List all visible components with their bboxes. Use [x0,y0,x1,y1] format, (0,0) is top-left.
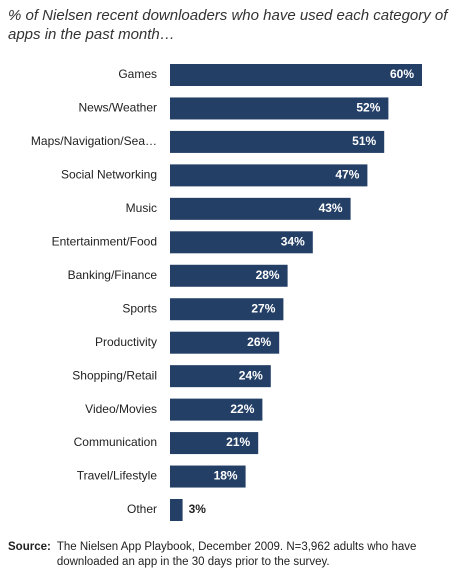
y-tick-label: Sports [122,301,157,315]
value-label: 18% [214,469,238,483]
bar [170,264,288,287]
y-tick-label: Entertainment/Food [52,234,157,248]
chart: Games 60% News/Weather 52% Maps/Navigation/S… [31,64,422,521]
value-label: 28% [256,268,280,282]
bar [170,331,280,354]
y-tick-label: Shopping/Retail [72,368,157,382]
bar [170,465,246,488]
value-label: 51% [352,134,376,148]
y-tick-label: Video/Movies [85,402,157,416]
value-label: 21% [226,435,250,449]
value-label: 27% [251,301,275,315]
y-tick-label: Other [127,502,157,516]
value-label: 22% [230,402,254,416]
source-text: The Nielsen App Playbook, December 2009.… [56,541,417,568]
bar [170,365,271,388]
source-note: Source: The Nielsen App Playbook, Decemb… [8,540,463,570]
y-tick-label: News/Weather [79,101,157,115]
bar [170,164,368,187]
y-tick-label: Communication [74,435,157,449]
value-label: 34% [281,234,305,248]
bar [170,298,284,321]
value-label: 52% [356,101,380,115]
y-tick-label: Music [126,201,157,215]
y-tick-label: Productivity [95,335,157,349]
value-label: 24% [239,368,263,382]
chart-title: % of Nielsen recent downloaders who have… [8,7,448,43]
y-tick-label: Banking/Finance [68,268,158,282]
value-label: 43% [319,201,343,215]
bar [170,231,313,254]
value-label: 47% [335,168,359,182]
bar [170,97,389,120]
bar [170,64,422,86]
bar [170,398,263,421]
source-label: Source: [8,541,51,553]
bar [170,197,351,220]
y-tick-label: Games [118,67,157,81]
value-label: 26% [247,335,271,349]
value-label: 60% [390,67,414,81]
y-tick-label: Maps/Navigation/Sea… [31,134,157,148]
y-tick-label: Travel/Lifestyle [77,469,158,483]
value-label: 3% [189,502,207,516]
bar [170,432,259,455]
y-tick-label: Social Networking [61,168,157,182]
bar [170,130,385,153]
bar [170,499,183,521]
